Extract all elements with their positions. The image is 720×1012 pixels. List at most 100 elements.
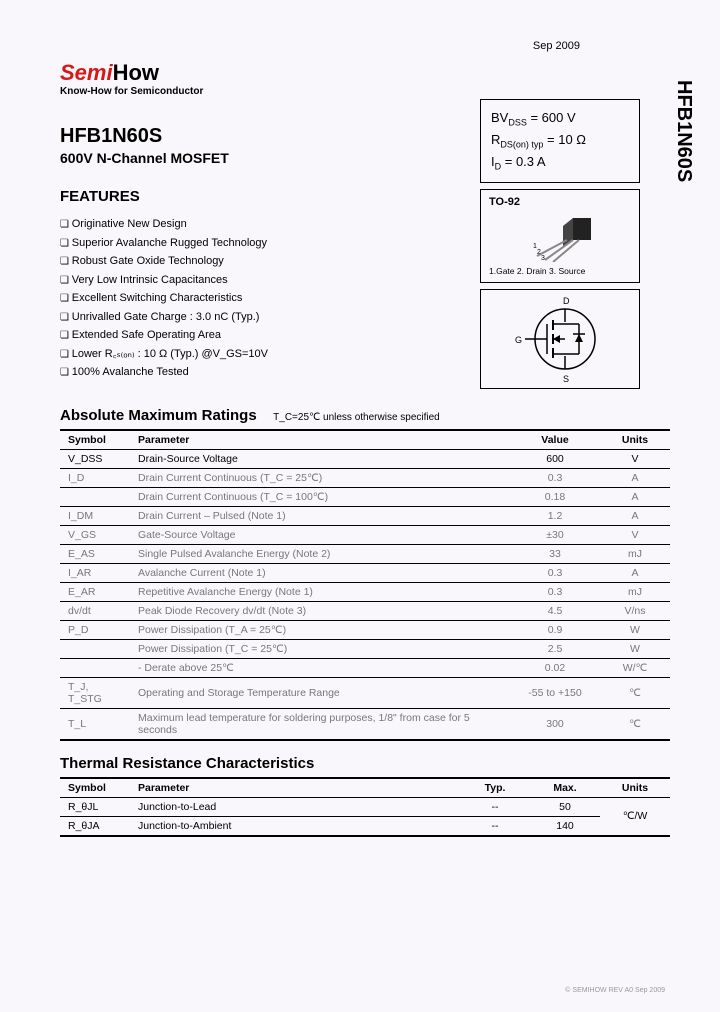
table-cell: ℃/W	[600, 797, 670, 836]
table-cell: Repetitive Avalanche Energy (Note 1)	[130, 582, 510, 601]
feature-item: Very Low Intrinsic Capacitances	[60, 271, 460, 290]
table-cell: ℃	[600, 677, 670, 708]
table-cell: Single Pulsed Avalanche Energy (Note 2)	[130, 544, 510, 563]
table-cell: E_AR	[60, 582, 130, 601]
feature-item: Unrivalled Gate Charge : 3.0 nC (Typ.)	[60, 308, 460, 327]
th-value: Value	[510, 430, 600, 450]
table-cell: 0.3	[510, 468, 600, 487]
part-number: HFB1N60S	[60, 125, 460, 148]
table-cell: Peak Diode Recovery dv/dt (Note 3)	[130, 601, 510, 620]
part-subtitle: 600V N-Channel MOSFET	[60, 150, 460, 166]
th-max: Max.	[530, 778, 600, 798]
feature-item: Lower R꜀ₛ₍ₒₙ₎ : 10 Ω (Typ.) @V_GS=10V	[60, 345, 460, 364]
table-cell: 50	[530, 797, 600, 816]
table-cell: 0.18	[510, 487, 600, 506]
feature-item: Extended Safe Operating Area	[60, 326, 460, 345]
table-cell: 140	[530, 816, 600, 836]
package-box: TO-92 1 2 3 1.Gate 2. Drain 3. Source	[480, 189, 640, 283]
table-cell: Drain Current – Pulsed (Note 1)	[130, 506, 510, 525]
package-pins: 1.Gate 2. Drain 3. Source	[489, 266, 631, 276]
th-parameter: Parameter	[130, 430, 510, 450]
table-cell: mJ	[600, 544, 670, 563]
table-cell: R_θJA	[60, 816, 130, 836]
table-cell: 4.5	[510, 601, 600, 620]
table-cell	[60, 658, 130, 677]
package-name: TO-92	[489, 196, 631, 208]
feature-item: Superior Avalanche Rugged Technology	[60, 234, 460, 253]
svg-text:3: 3	[541, 255, 545, 262]
table-cell: Power Dissipation (T_C = 25℃)	[130, 639, 510, 658]
amr-heading: Absolute Maximum Ratings	[60, 407, 257, 424]
package-icon: 1 2 3	[515, 212, 605, 262]
th-units: Units	[600, 778, 670, 798]
logo: SemiHow Know-How for Semiconductor	[60, 60, 670, 97]
table-cell: V	[600, 449, 670, 468]
svg-text:D: D	[563, 296, 570, 306]
features-list: Originative New Design Superior Avalanch…	[60, 215, 460, 382]
features-heading: FEATURES	[60, 188, 460, 205]
table-cell: Drain Current Continuous (T_C = 100℃)	[130, 487, 510, 506]
table-cell: T_L	[60, 708, 130, 740]
table-cell: Gate-Source Voltage	[130, 525, 510, 544]
amr-table: Symbol Parameter Value Units V_DSSDrain-…	[60, 429, 670, 741]
feature-item: Originative New Design	[60, 215, 460, 234]
table-cell: V_DSS	[60, 449, 130, 468]
table-cell: -55 to +150	[510, 677, 600, 708]
table-cell: 0.9	[510, 620, 600, 639]
side-part-number: HFB1N60S	[672, 80, 695, 182]
table-cell: T_J, T_STG	[60, 677, 130, 708]
table-cell: 1.2	[510, 506, 600, 525]
table-cell: - Derate above 25℃	[130, 658, 510, 677]
table-cell: P_D	[60, 620, 130, 639]
table-cell: A	[600, 487, 670, 506]
mosfet-symbol-icon: D S G	[505, 294, 615, 384]
table-cell: 0.3	[510, 582, 600, 601]
table-cell: --	[460, 816, 530, 836]
table-cell: W	[600, 620, 670, 639]
table-cell: 33	[510, 544, 600, 563]
table-cell	[60, 487, 130, 506]
svg-text:S: S	[563, 374, 569, 384]
table-cell: W	[600, 639, 670, 658]
feature-item: Excellent Switching Characteristics	[60, 289, 460, 308]
amr-condition: T_C=25℃ unless otherwise specified	[273, 412, 440, 423]
table-cell: Power Dissipation (T_A = 25℃)	[130, 620, 510, 639]
table-cell: V_GS	[60, 525, 130, 544]
schematic-symbol-box: D S G	[480, 289, 640, 389]
table-cell: 0.02	[510, 658, 600, 677]
feature-item: 100% Avalanche Tested	[60, 363, 460, 382]
table-cell	[60, 639, 130, 658]
table-cell: 300	[510, 708, 600, 740]
table-cell: dv/dt	[60, 601, 130, 620]
table-cell: W/℃	[600, 658, 670, 677]
table-cell: ℃	[600, 708, 670, 740]
date: Sep 2009	[60, 40, 580, 52]
table-cell: --	[460, 797, 530, 816]
table-cell: A	[600, 563, 670, 582]
table-cell: V	[600, 525, 670, 544]
table-cell: 2.5	[510, 639, 600, 658]
table-cell: Maximum lead temperature for soldering p…	[130, 708, 510, 740]
table-cell: I_DM	[60, 506, 130, 525]
table-cell: A	[600, 468, 670, 487]
footer-copyright: © SEMIHOW REV A0 Sep 2009	[565, 987, 665, 994]
thermal-table: Symbol Parameter Typ. Max. Units R_θJL J…	[60, 777, 670, 837]
th-symbol: Symbol	[60, 778, 130, 798]
table-cell: A	[600, 506, 670, 525]
th-typ: Typ.	[460, 778, 530, 798]
th-symbol: Symbol	[60, 430, 130, 450]
table-cell: R_θJL	[60, 797, 130, 816]
table-cell: 0.3	[510, 563, 600, 582]
thermal-heading: Thermal Resistance Characteristics	[60, 755, 314, 772]
table-cell: 600	[510, 449, 600, 468]
key-specs-box: BVDSS = 600 V RDS(on) typ = 10 Ω ID = 0.…	[480, 99, 640, 183]
svg-text:G: G	[515, 335, 522, 345]
feature-item: Robust Gate Oxide Technology	[60, 252, 460, 271]
table-cell: I_D	[60, 468, 130, 487]
table-cell: I_AR	[60, 563, 130, 582]
table-cell: Drain-Source Voltage	[130, 449, 510, 468]
logo-semi: Semi	[60, 60, 113, 85]
table-cell: E_AS	[60, 544, 130, 563]
logo-tagline: Know-How for Semiconductor	[60, 86, 670, 97]
table-cell: Avalanche Current (Note 1)	[130, 563, 510, 582]
